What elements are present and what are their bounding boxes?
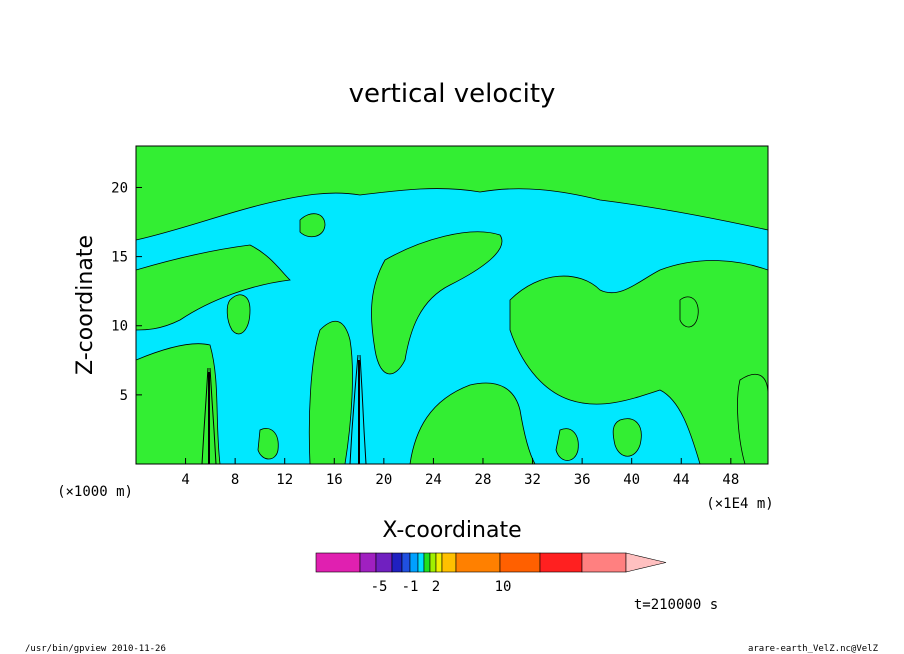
colorbar-extend-arrow [625, 552, 667, 573]
colorbar-label-neg1: -1 [402, 579, 419, 595]
x-axis-label: X-coordinate [382, 518, 521, 543]
x-tick-label: 36 [574, 472, 591, 488]
colorbar-segment [401, 552, 411, 573]
x-tick-label: 8 [231, 472, 239, 488]
colorbar-label-10: 10 [495, 579, 512, 595]
y-tick-label: 20 [111, 180, 128, 196]
lower-block [409, 382, 536, 464]
y-ticks: 5 10 15 20 [111, 180, 142, 404]
y-tick-label: 5 [120, 388, 128, 404]
blob-7 [679, 296, 699, 328]
x-tick-label: 44 [673, 472, 690, 488]
blob-5 [737, 373, 768, 464]
central-tongue [371, 231, 503, 375]
colorbar-label-neg5: -5 [371, 579, 388, 595]
time-label: t=210000 s [634, 597, 718, 613]
upper-band [136, 146, 768, 241]
colorbar-segment [409, 552, 419, 573]
x-tick-label: 28 [475, 472, 492, 488]
blob-2 [612, 418, 642, 457]
left-band [136, 244, 291, 331]
footer-left: /usr/bin/gpview 2010-11-26 [25, 644, 166, 654]
x-tick-label: 48 [722, 472, 739, 488]
x-unit-left: (×1000 m) [57, 484, 133, 500]
colorbar-segment [391, 552, 403, 573]
y-tick-label: 10 [111, 319, 128, 335]
colorbar [315, 552, 667, 573]
blob-4 [555, 428, 579, 461]
colorbar-segment [441, 552, 457, 573]
blob-1 [226, 294, 251, 335]
lower-left-block [136, 343, 221, 464]
x-ticks: 4 8 12 16 20 24 28 32 36 40 44 48 [181, 458, 739, 488]
colorbar-segment [423, 552, 431, 573]
colorbar-labels: -5 -1 2 10 [371, 579, 512, 595]
chart-title: vertical velocity [349, 79, 556, 109]
core-contours [201, 354, 367, 464]
x-tick-label: 12 [276, 472, 293, 488]
colorbar-segment [375, 552, 393, 573]
colorbar-segment [455, 552, 501, 573]
middle-plume [308, 320, 353, 464]
x-tick-label: 16 [326, 472, 343, 488]
right-band [509, 260, 768, 464]
x-unit-right: (×1E4 m) [706, 496, 773, 512]
colorbar-segment [315, 552, 361, 573]
x-tick-label: 4 [181, 472, 189, 488]
plot-frame [135, 145, 769, 465]
footer-right: arare-earth_VelZ.nc@VelZ [748, 644, 879, 654]
colorbar-segment [429, 552, 437, 573]
blob-6 [299, 213, 326, 238]
colorbar-segment [581, 552, 627, 573]
colorbar-label-2: 2 [432, 579, 440, 595]
x-tick-label: 20 [375, 472, 392, 488]
contour-field [136, 146, 768, 464]
colorbar-segment [417, 552, 425, 573]
colorbar-segment [539, 552, 583, 573]
colorbar-segment [435, 552, 443, 573]
colorbar-segment [359, 552, 377, 573]
y-tick-label: 15 [111, 250, 128, 266]
x-tick-label: 32 [524, 472, 541, 488]
blob-3 [257, 428, 279, 460]
colorbar-segment [499, 552, 541, 573]
y-axis-label: Z-coordinate [73, 235, 98, 375]
x-tick-label: 24 [425, 472, 442, 488]
positive-regions [136, 146, 768, 464]
x-tick-label: 40 [623, 472, 640, 488]
